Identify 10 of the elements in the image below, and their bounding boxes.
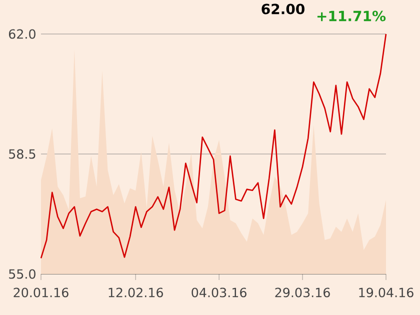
y-tick-label: 62.0 — [8, 29, 36, 39]
y-tick-label: 58.5 — [9, 149, 36, 159]
x-tick-label: 04.03.16 — [192, 288, 246, 298]
x-tick-label: 19.04.16 — [359, 288, 414, 298]
x-tick-label: 12.02.16 — [108, 288, 163, 298]
text: +11.71% — [317, 10, 386, 22]
x-tick-label: 20.01.16 — [14, 288, 68, 298]
y-tick-label: 55.0 — [9, 269, 36, 279]
x-tick-label: 29.03.16 — [275, 288, 330, 298]
text: 62.00 — [262, 4, 304, 14]
